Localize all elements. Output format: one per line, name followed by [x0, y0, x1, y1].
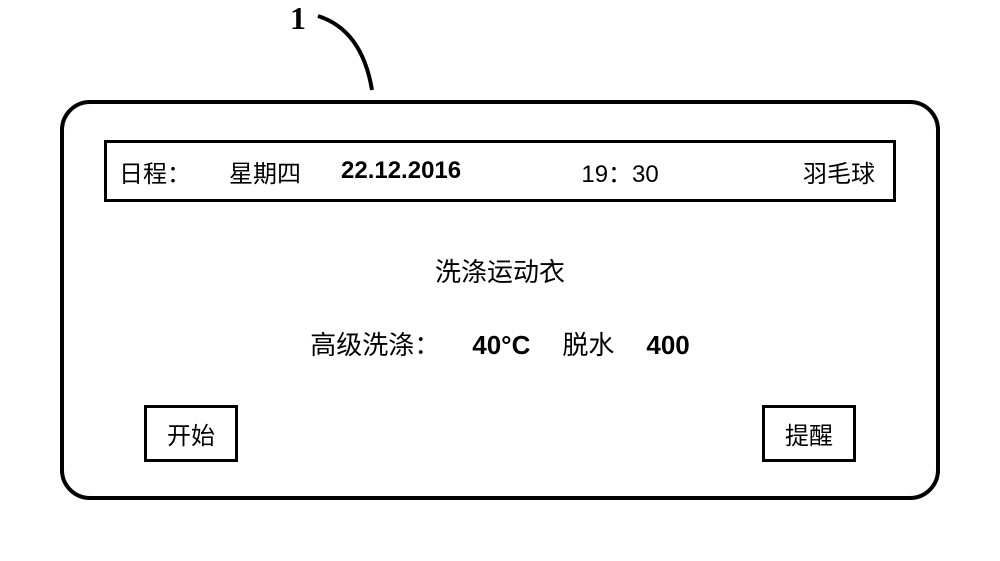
- temperature-value: 40°C: [472, 330, 530, 361]
- schedule-date: 22.12.2016: [341, 157, 461, 185]
- schedule-day: 星期四: [229, 154, 301, 189]
- schedule-bar: 日程： 星期四 22.12.2016 19：30 羽毛球: [104, 140, 896, 202]
- button-row: 开始 提醒: [144, 405, 856, 462]
- spin-label: 脱水: [562, 325, 614, 362]
- callout-arrow: [310, 12, 390, 102]
- spin-value: 400: [646, 330, 689, 361]
- schedule-label: 日程：: [119, 154, 191, 189]
- callout-number: 1: [290, 0, 306, 37]
- display-panel: 日程： 星期四 22.12.2016 19：30 羽毛球 洗涤运动衣 高级洗涤：…: [60, 100, 940, 500]
- remind-button[interactable]: 提醒: [762, 405, 856, 462]
- mode-label: 高级洗涤：: [310, 325, 440, 362]
- schedule-activity: 羽毛球: [803, 154, 875, 189]
- start-button[interactable]: 开始: [144, 405, 238, 462]
- schedule-time: 19：30: [581, 154, 658, 189]
- program-params: 高级洗涤： 40°C 脱水 400: [104, 325, 896, 362]
- program-title: 洗涤运动衣: [104, 252, 896, 289]
